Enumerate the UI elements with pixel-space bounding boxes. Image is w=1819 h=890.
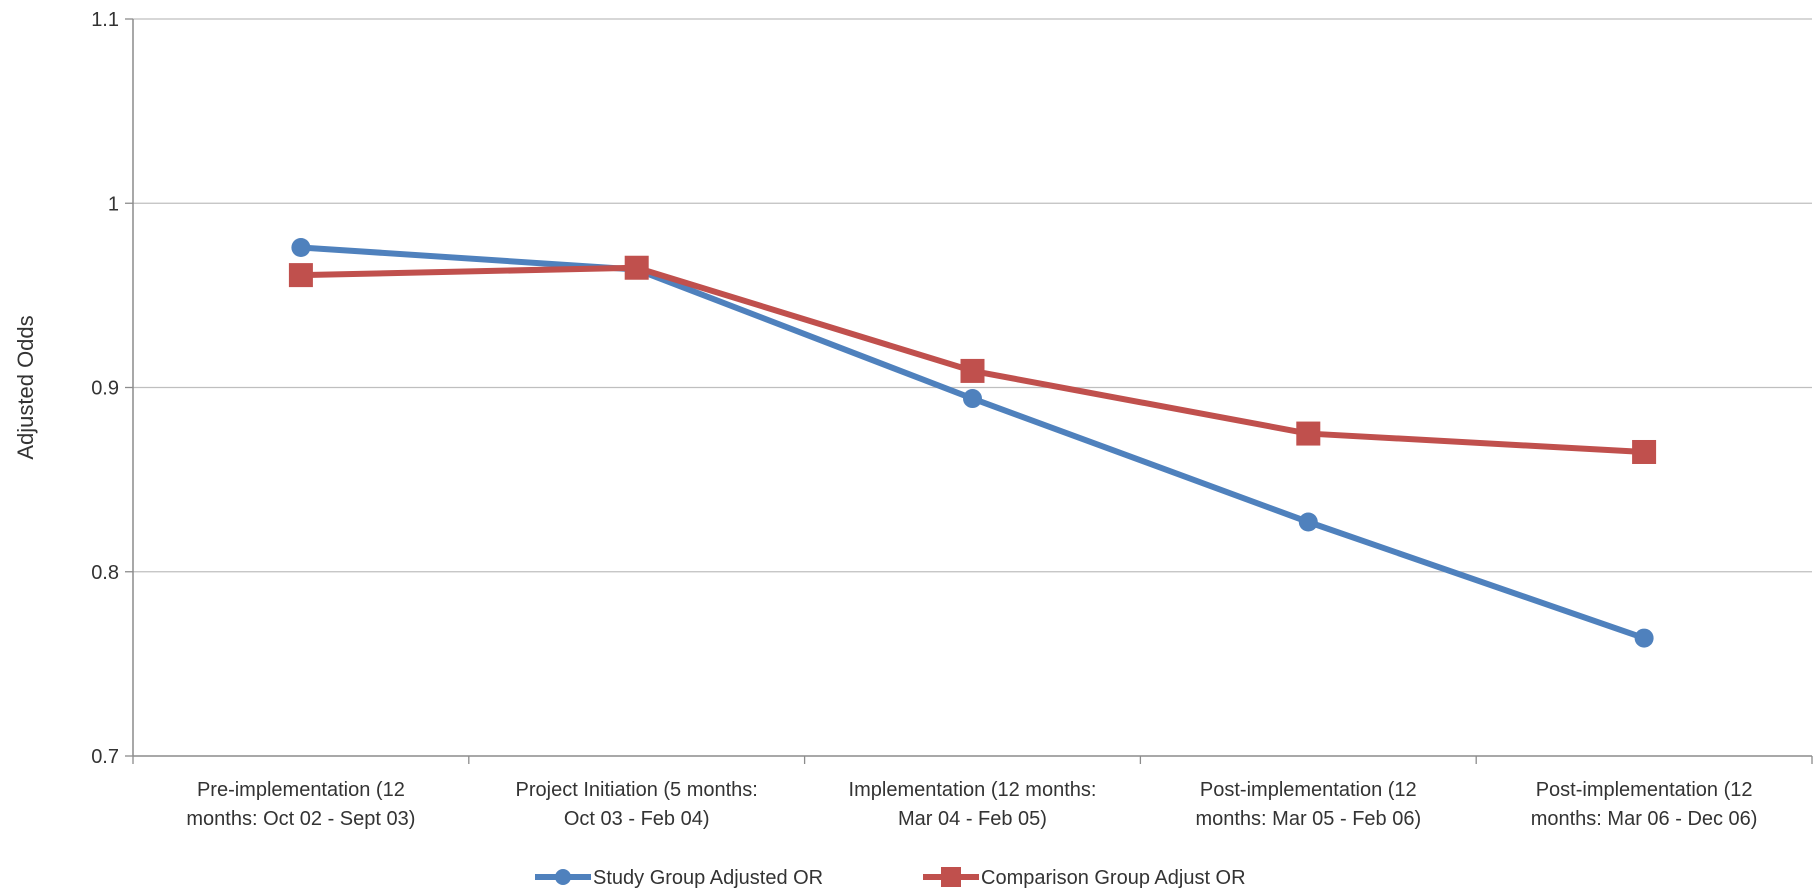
- y-tick-labels: 0.7 0.8 0.9 1 1.1: [91, 9, 119, 768]
- x-tick-label: Post-implementation (12 months: Mar 05 - …: [1195, 779, 1421, 830]
- legend-item: Comparison Group Adjust OR: [923, 867, 1246, 889]
- data-point: [1634, 628, 1654, 648]
- legend-label: Comparison Group Adjust OR: [981, 867, 1246, 889]
- data-point: [1296, 421, 1321, 446]
- series: [288, 237, 1657, 648]
- y-tick-label: 0.7: [91, 746, 119, 768]
- data-point: [624, 255, 649, 280]
- series-2: [288, 255, 1657, 464]
- x-tick-labels: Pre-implementation (12 months: Oct 02 - S…: [186, 779, 1757, 830]
- data-point: [288, 263, 313, 288]
- y-tick-label: 1.1: [91, 9, 119, 31]
- data-point: [291, 237, 311, 257]
- data-point: [1298, 512, 1318, 532]
- legend: Study Group Adjusted OR Comparison Group …: [535, 867, 1246, 889]
- x-tick-label: Implementation (12 months: Mar 04 - Feb 0…: [849, 779, 1097, 830]
- legend-marker: [555, 869, 571, 885]
- data-point: [960, 358, 985, 383]
- y-axis-title: Adjusted Odds: [13, 315, 38, 459]
- data-point: [1632, 439, 1657, 464]
- x-tick-label: Pre-implementation (12 months: Oct 02 - S…: [186, 779, 415, 830]
- legend-marker: [941, 867, 961, 887]
- legend-label: Study Group Adjusted OR: [593, 867, 823, 889]
- gridlines: [125, 18, 1812, 757]
- y-tick-label: 1: [108, 193, 119, 215]
- x-tick-label: Project Initiation (5 months: Oct 03 - Fe…: [516, 779, 758, 830]
- data-point: [963, 389, 982, 409]
- y-tick-label: 0.9: [91, 378, 119, 400]
- legend-item: Study Group Adjusted OR: [535, 867, 823, 889]
- y-tick-label: 0.8: [91, 562, 119, 584]
- x-tick-label: Post-implementation (12 months: Mar 06 - …: [1531, 779, 1758, 830]
- axes: [132, 19, 1813, 764]
